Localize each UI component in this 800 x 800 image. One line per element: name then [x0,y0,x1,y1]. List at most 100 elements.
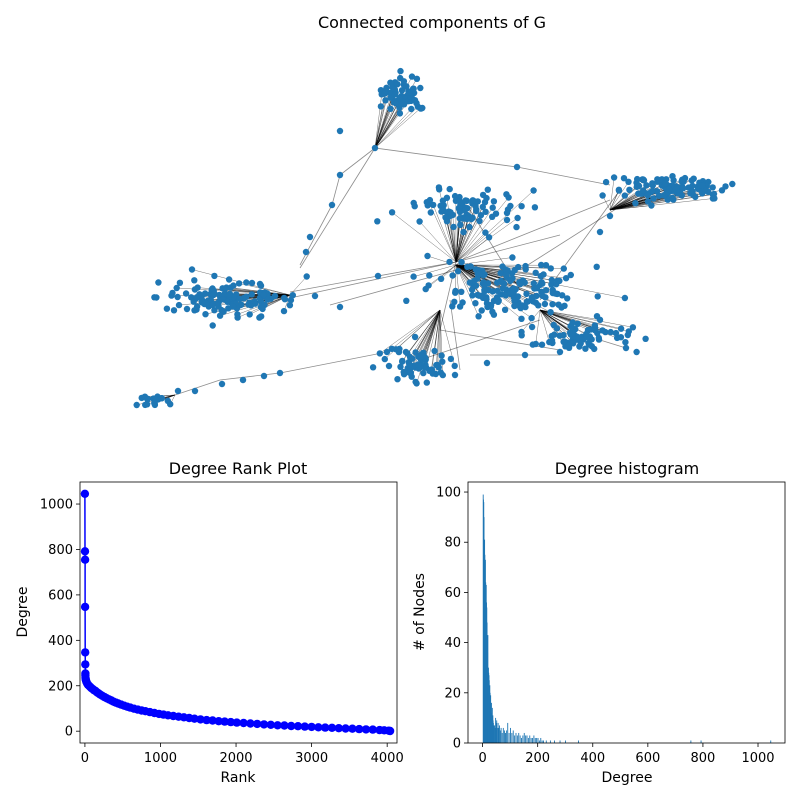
network-node [387,79,394,86]
network-node [521,351,529,359]
network-edge [609,177,615,211]
histogram-bar [510,727,511,743]
network-node [152,396,159,403]
histogram-bar [511,732,513,743]
network-node [276,369,284,377]
network-node [606,212,614,220]
network-edge [609,198,715,211]
rank-point [226,717,235,727]
network-node [191,307,198,314]
network-node [451,371,459,379]
histogram-title: Degree histogram [555,459,699,478]
network-node [502,271,510,278]
histogram-xtick-label: 200 [525,751,550,766]
network-node [483,359,491,367]
network-edge [432,204,457,263]
network-edge [609,185,672,211]
network-node [532,340,539,348]
network-node [209,322,216,329]
network-edge [289,275,379,293]
network-node [685,184,692,191]
histogram-bar [700,740,702,743]
network-node [509,254,516,261]
network-edge [455,232,486,263]
network-edge [539,309,629,332]
histogram-bar [496,720,498,743]
network-node [548,276,555,284]
network-node [670,177,677,184]
network-node [248,279,256,287]
network-node [397,363,404,370]
network-node [437,275,445,282]
histogram-xtick-label: 600 [635,751,660,766]
network-node [655,192,663,199]
network-edge [289,276,307,296]
network-node [226,290,233,298]
network-node [510,289,517,296]
histogram-ylabel: # of Nodes [412,573,428,651]
histogram-ytick-label: 40 [444,636,461,651]
network-edge [374,108,421,149]
network-node [621,192,628,199]
network-node [650,195,657,202]
network-node [547,309,554,316]
network-node [556,277,563,285]
network-edge [455,217,518,263]
network-node [443,218,451,225]
network-node [560,265,567,272]
network-node [621,294,629,302]
network-node [230,282,237,289]
network-node [476,270,483,277]
network-node [449,303,456,310]
network-node [503,209,511,217]
network-node [482,229,489,236]
network-node [151,294,158,301]
network-node [392,100,400,107]
network-node [474,198,481,205]
network-node [460,228,467,236]
rank-point [232,718,241,727]
network-node [399,357,406,365]
network-node [207,296,214,303]
histogram-bar [527,737,529,743]
network-node [183,305,191,313]
histogram-bar [532,737,533,743]
histogram-xtick-label: 800 [691,751,716,766]
network-node [612,329,620,337]
network-nodes [133,67,736,409]
histogram-bar [549,740,551,743]
network-node [408,73,416,80]
histogram-ytick-label: 20 [444,686,461,701]
network-node [644,198,652,205]
rank-point [341,724,350,733]
network-node [535,302,542,309]
network-node [387,105,394,113]
network-node [602,178,610,186]
network-node [429,370,436,377]
network-node [416,218,423,225]
network-node [583,330,590,338]
network-edge [438,309,441,368]
network-edge [455,234,561,263]
network-node [569,329,577,337]
network-node [599,327,606,334]
network-node [622,339,629,346]
network-node [246,311,253,318]
rank-plot-xlabel: Rank [221,770,257,786]
network-node [391,86,398,93]
network-node [413,380,420,387]
network-node [451,362,458,370]
network-edge [455,264,485,286]
network-edge [419,221,457,263]
rank-point [81,648,90,657]
network-edge [455,264,503,267]
rank-xtick-label: 2000 [219,751,252,766]
rank-plot-title: Degree Rank Plot [169,459,308,478]
network-node [423,379,430,386]
network-node [547,265,554,272]
rank-ytick-label: 0 [65,725,73,740]
network-node [225,305,232,312]
network-node [407,369,415,376]
rank-point [80,555,90,564]
histogram-bar [495,717,497,743]
